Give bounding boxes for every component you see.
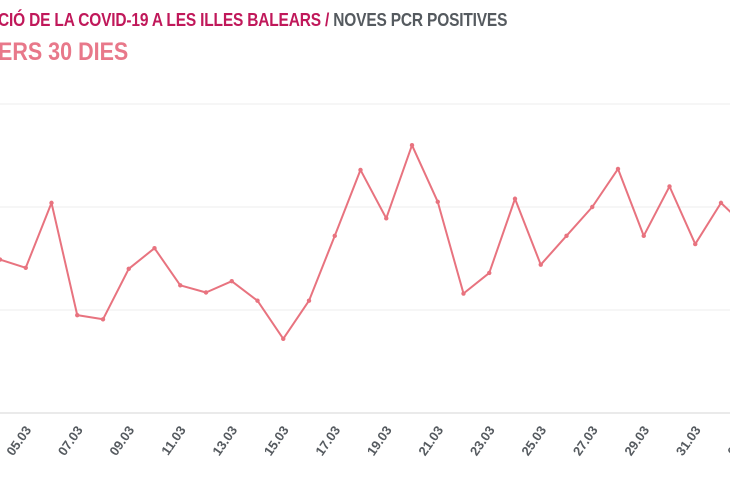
data-point [178,283,183,288]
x-tick-label: 09.03 [106,423,137,458]
title-main: CIÓ DE LA COVID-19 A LES ILLES BALEARS [0,10,321,30]
title-sub: NOVES PCR POSITIVES [333,10,508,30]
data-point [306,298,312,303]
data-point [332,233,337,239]
data-point [409,143,415,148]
x-tick-label: 21.03 [415,423,446,458]
data-point [152,246,157,251]
x-tick-label: 02.04 [724,422,730,458]
x-tick-label: 11.03 [158,423,189,458]
data-point [641,233,646,239]
data-point [358,167,363,173]
data-point [718,200,724,206]
data-point [75,312,80,318]
data-point [590,204,595,210]
data-point [461,291,466,296]
title-separator: / [325,10,330,30]
data-point [667,184,672,189]
x-tick-label: 25.03 [518,423,549,458]
x-tick-label: 27.03 [570,423,601,458]
x-tick-label: 13.03 [209,423,240,458]
x-tick-label: 23.03 [467,423,498,458]
chart-subtitle: ERS 30 DIES [0,38,129,66]
data-point [615,166,621,172]
x-tick-label: 31.03 [673,423,704,458]
x-tick-label: 17.03 [312,423,343,458]
x-tick-label: 29.03 [621,423,652,458]
data-point [0,257,3,262]
data-point [487,270,492,276]
data-point [49,200,54,206]
x-tick-label: 19.03 [364,423,395,458]
data-point [255,298,260,303]
data-point [203,290,209,295]
data-point [435,199,440,205]
data-point [538,262,543,267]
data-point [100,317,106,322]
data-point [512,196,518,201]
x-tick-label: 07.03 [55,423,86,458]
data-point [281,336,286,342]
data-point [229,278,234,284]
data-point [564,233,569,239]
data-point [384,216,389,221]
data-point [23,265,28,270]
chart-title: CIÓ DE LA COVID-19 A LES ILLES BALEARS /… [0,10,507,31]
data-point [693,241,698,247]
x-tick-label: 05.03 [3,423,34,458]
series-line [0,144,730,340]
data-point [126,266,131,271]
x-tick-label: 15.03 [261,423,292,458]
